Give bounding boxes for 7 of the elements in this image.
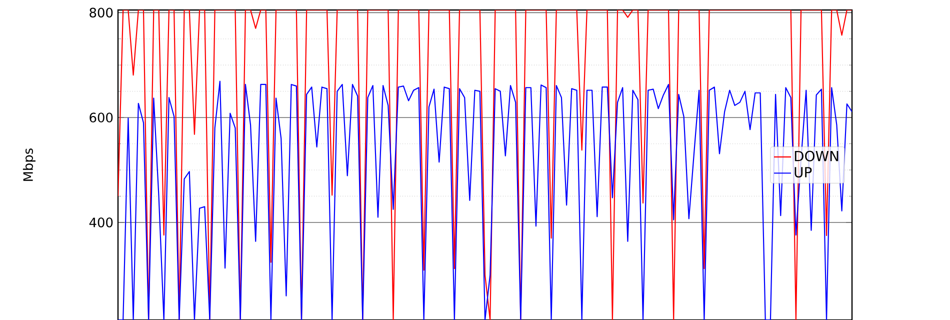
y-axis-title: Mbps: [22, 148, 36, 181]
y-tick-label: 800: [90, 8, 113, 18]
legend-label: UP: [794, 167, 812, 178]
line-series: [118, 80, 852, 320]
y-tick-label: 400: [89, 218, 113, 228]
y-tick-label: 600: [90, 112, 113, 122]
legend-label: DOWN: [794, 150, 838, 162]
